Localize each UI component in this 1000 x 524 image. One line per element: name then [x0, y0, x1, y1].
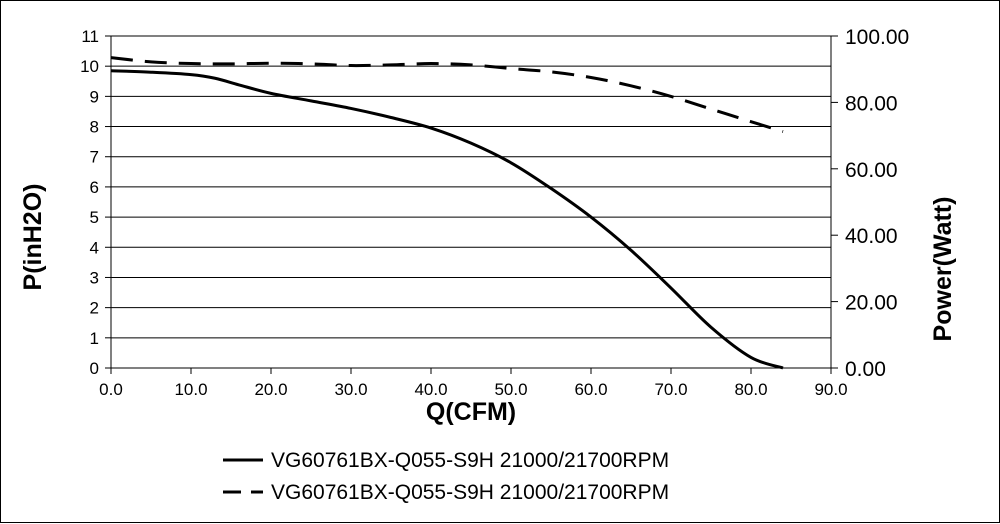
y-tick-labels: 0 1 2 3 4 5 6 7 8 9 10 11 [80, 27, 99, 378]
y-axis-title: P(inH2O) [19, 184, 47, 291]
series-line-power [110, 56, 784, 134]
x-axis-title: Q(CFM) [426, 398, 516, 426]
x-tick-label: 20.0 [254, 380, 287, 399]
x-tick-label: 70.0 [654, 380, 687, 399]
y-tick-label: 7 [90, 148, 99, 167]
series-line-pressure [110, 69, 784, 370]
y-tick-label: 11 [81, 27, 99, 46]
x-tick-labels: 0.0 10.0 20.0 30.0 40.0 50.0 60.0 70.0 80.0 90.0 [99, 380, 847, 399]
x-tick-label: 50.0 [494, 380, 527, 399]
y2-tick-label: 60.00 [845, 159, 898, 182]
y2-tick-label: 20.00 [845, 292, 898, 315]
axes [105, 35, 838, 374]
y-tick-label: 2 [90, 299, 99, 318]
x-tick-label: 80.0 [734, 380, 767, 399]
y-tick-label: 9 [90, 87, 99, 106]
series-lines [110, 56, 784, 370]
y-tick-label: 4 [90, 238, 99, 257]
y-tick-label: 6 [90, 178, 99, 197]
y-tick-label: 10 [80, 57, 99, 76]
y2-tick-labels: 0.00 20.00 40.00 60.00 80.00 100.00 [845, 26, 909, 381]
x-tick-label: 60.0 [574, 380, 607, 399]
y2-axis-title: Power(Watt) [929, 197, 957, 342]
y-tick-label: 3 [90, 268, 99, 287]
y-tick-label: 8 [90, 118, 99, 137]
legend-label-dashed: VG60761BX-Q055-S9H 21000/21700RPM [271, 481, 669, 504]
y2-tick-label: 80.00 [845, 92, 898, 115]
x-tick-label: 10.0 [174, 380, 207, 399]
x-tick-label: 40.0 [414, 380, 447, 399]
y2-tick-label: 0.00 [845, 358, 886, 381]
x-tick-label: 30.0 [334, 380, 367, 399]
y2-tick-label: 40.00 [845, 225, 898, 248]
x-tick-label: 0.0 [99, 380, 123, 399]
legend-label-solid: VG60761BX-Q055-S9H 21000/21700RPM [271, 449, 669, 472]
y-tick-label: 1 [90, 329, 99, 348]
x-tick-label: 90.0 [814, 380, 847, 399]
y2-tick-label: 100.00 [845, 26, 909, 49]
legend: VG60761BX-Q055-S9H 21000/21700RPM VG6076… [223, 449, 669, 504]
y-tick-label: 0 [90, 359, 99, 378]
grid-lines [111, 35, 831, 369]
y-tick-label: 5 [90, 208, 99, 227]
